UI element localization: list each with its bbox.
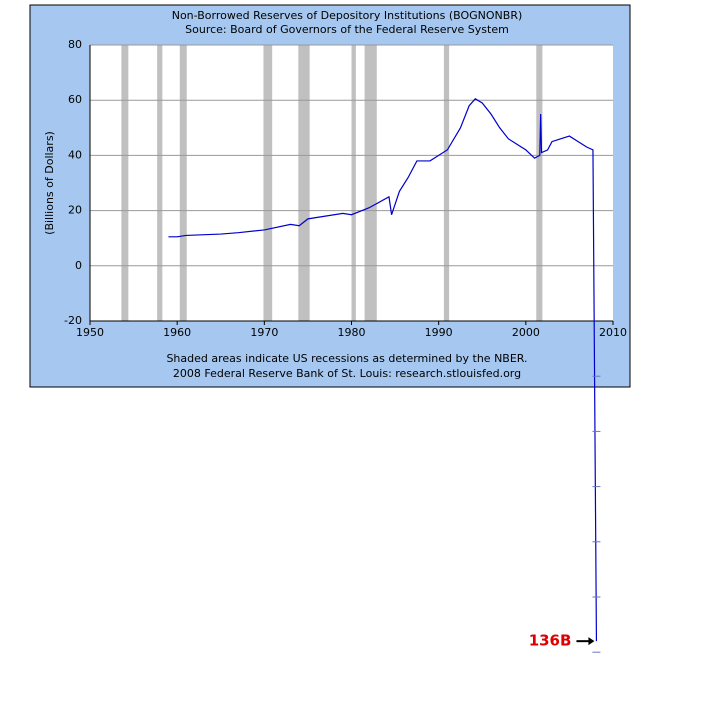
x-tick-label: 1960	[163, 326, 191, 339]
x-tick-label: 1970	[250, 326, 278, 339]
x-tick-label: 1950	[76, 326, 104, 339]
y-tick-label: 60	[68, 93, 82, 106]
recession-band	[121, 45, 129, 321]
recession-band	[443, 45, 450, 321]
y-tick-label: 0	[75, 259, 82, 272]
data-line	[168, 98, 598, 642]
recession-band	[351, 45, 356, 321]
recession-band	[536, 45, 543, 321]
annotation-arrowhead	[588, 637, 595, 646]
footnote: Shaded areas indicate US recessions as d…	[166, 352, 527, 365]
y-tick-label: 20	[68, 204, 82, 217]
y-axis-label: (Billions of Dollars)	[43, 131, 56, 235]
footnote: 2008 Federal Reserve Bank of St. Louis: …	[173, 367, 521, 380]
chart-title: Non-Borrowed Reserves of Depository Inst…	[172, 9, 523, 22]
recession-band	[298, 45, 310, 321]
x-tick-label: 2000	[512, 326, 540, 339]
recession-band	[157, 45, 163, 321]
annotation: 136B	[529, 632, 572, 650]
chart-subtitle: Source: Board of Governors of the Federa…	[185, 23, 509, 36]
x-tick-label: 2010	[599, 326, 627, 339]
recession-band	[364, 45, 377, 321]
recession-band	[179, 45, 187, 321]
x-tick-label: 1980	[338, 326, 366, 339]
y-tick-label: -20	[64, 314, 82, 327]
recession-band	[263, 45, 273, 321]
y-tick-label: 80	[68, 38, 82, 51]
x-tick-label: 1990	[425, 326, 453, 339]
y-tick-label: 40	[68, 148, 82, 161]
